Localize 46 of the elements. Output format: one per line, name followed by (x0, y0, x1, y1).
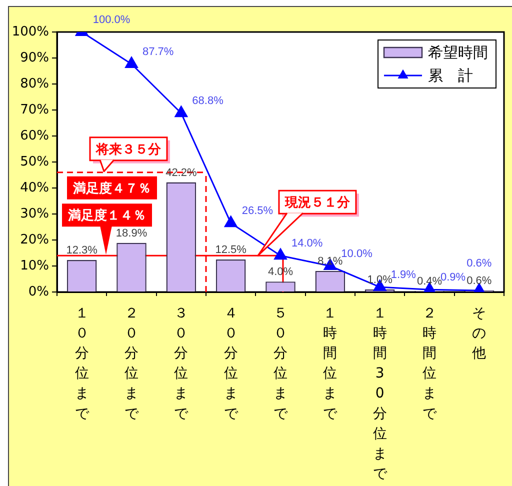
x-tick-label: ３０分位まで (174, 306, 190, 422)
data-label: 1.9% (390, 269, 416, 282)
data-label: 0.9% (440, 272, 466, 284)
data-label: 100.0% (92, 14, 130, 26)
x-tick-label: ２時間位まで (422, 306, 438, 422)
x-tick-label: １０分位まで (74, 306, 90, 422)
y-tick-label: 100% (12, 24, 49, 40)
point (174, 105, 188, 118)
y-tick-label: 60% (20, 128, 49, 144)
data-label: 87.7% (142, 46, 174, 58)
y-tick-label: 30% (20, 206, 49, 222)
annotation: 将来３５分 (95, 142, 162, 158)
ref-line-label: 満足度４７％ (72, 180, 151, 196)
data-label: 18.9% (116, 227, 148, 240)
x-tick-label: ５０分位まで (274, 306, 288, 422)
y-tick-label: 10% (20, 258, 49, 274)
data-label: 1.0% (367, 274, 393, 286)
data-label: 12.3% (66, 244, 98, 257)
ref-line-label: 満足度１４％ (67, 207, 146, 224)
data-label: 0.6% (466, 274, 492, 287)
y-tick-label: 0% (28, 284, 49, 300)
x-tick-label: ２０分位まで (124, 306, 140, 422)
data-label: 0.4% (416, 275, 442, 288)
y-tick-label: 90% (20, 50, 49, 66)
point (124, 56, 138, 68)
data-label: 26.5% (242, 205, 274, 218)
category-label: １時間30分位まで (372, 306, 387, 482)
y-tick-label: 50% (20, 154, 49, 170)
y-tick-label: 80% (20, 76, 49, 92)
point (274, 248, 288, 260)
x-tick-label: ４０分位まで (224, 306, 239, 422)
data-label: 14.0% (292, 238, 323, 250)
legend-label: 累 計 (428, 66, 473, 84)
y-tick-label: 70% (20, 102, 49, 118)
data-label: 68.8% (192, 95, 224, 108)
data-label: 0.6% (466, 257, 492, 270)
x-tick-label: １時間位まで (323, 306, 338, 422)
point (224, 215, 238, 228)
x-tick-label: その他 (472, 306, 486, 362)
y-tick-label: 20% (20, 232, 49, 248)
data-label: 42.2% (166, 166, 197, 179)
data-label: 10.0% (341, 248, 373, 260)
y-tick-label: 40% (20, 180, 49, 196)
data-label: 12.5% (215, 244, 247, 256)
legend-label: 希望時間 (428, 43, 488, 62)
annotation: 現況５１分 (284, 195, 351, 210)
